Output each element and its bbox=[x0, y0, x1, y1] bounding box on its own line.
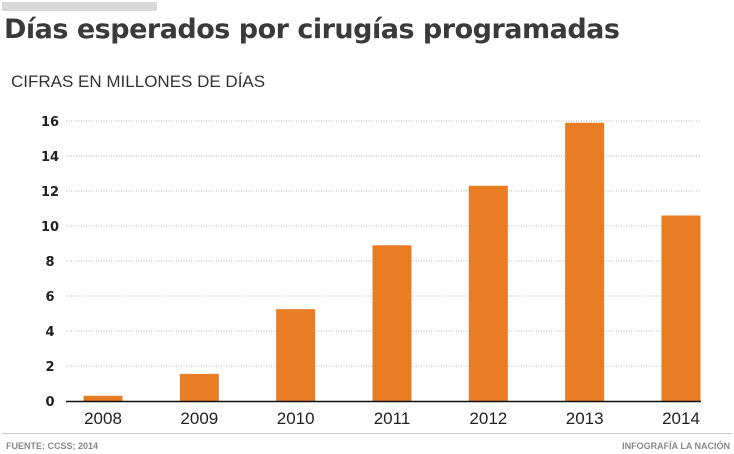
bars bbox=[83, 122, 701, 401]
top-decorative-bar bbox=[2, 2, 157, 11]
bar-2008 bbox=[83, 395, 123, 401]
y-tick-label: 12 bbox=[41, 185, 59, 200]
x-tick-label: 2011 bbox=[374, 409, 411, 428]
y-tick-label: 10 bbox=[41, 220, 59, 235]
y-tick-label: 16 bbox=[41, 115, 59, 130]
y-tick-label: 6 bbox=[45, 290, 54, 305]
bar-2013 bbox=[565, 122, 605, 401]
y-tick-label: 2 bbox=[45, 360, 54, 375]
bar-2009 bbox=[179, 373, 219, 401]
y-axis-ticks: 0 2 4 6 8 10 12 14 16 bbox=[41, 115, 59, 410]
x-tick-label: 2010 bbox=[277, 409, 315, 428]
bar-2014 bbox=[661, 215, 701, 401]
credit-note: INFOGRAFÍA LA NACIÓN bbox=[622, 441, 730, 451]
bar-2012 bbox=[468, 185, 508, 401]
x-axis-ticks: 2008 2009 2010 2011 2012 2013 2014 bbox=[84, 409, 700, 428]
y-tick-label: 8 bbox=[45, 255, 54, 270]
y-tick-label: 0 bbox=[45, 395, 54, 410]
x-tick-label: 2014 bbox=[662, 409, 700, 428]
footer-divider bbox=[2, 433, 732, 434]
x-tick-label: 2008 bbox=[84, 409, 122, 428]
x-tick-label: 2012 bbox=[469, 409, 507, 428]
chart-title: Días esperados por cirugías programadas bbox=[4, 14, 620, 45]
bar-2011 bbox=[372, 245, 412, 401]
y-tick-label: 14 bbox=[41, 150, 59, 165]
x-tick-label: 2013 bbox=[566, 409, 604, 428]
x-tick-label: 2009 bbox=[180, 409, 218, 428]
bar-2010 bbox=[276, 309, 316, 401]
chart-subtitle: CIFRAS EN MILLONES DE DÍAS bbox=[11, 72, 266, 91]
y-tick-label: 4 bbox=[45, 325, 54, 340]
source-note: FUENTE: CCSS; 2014 bbox=[6, 441, 99, 451]
